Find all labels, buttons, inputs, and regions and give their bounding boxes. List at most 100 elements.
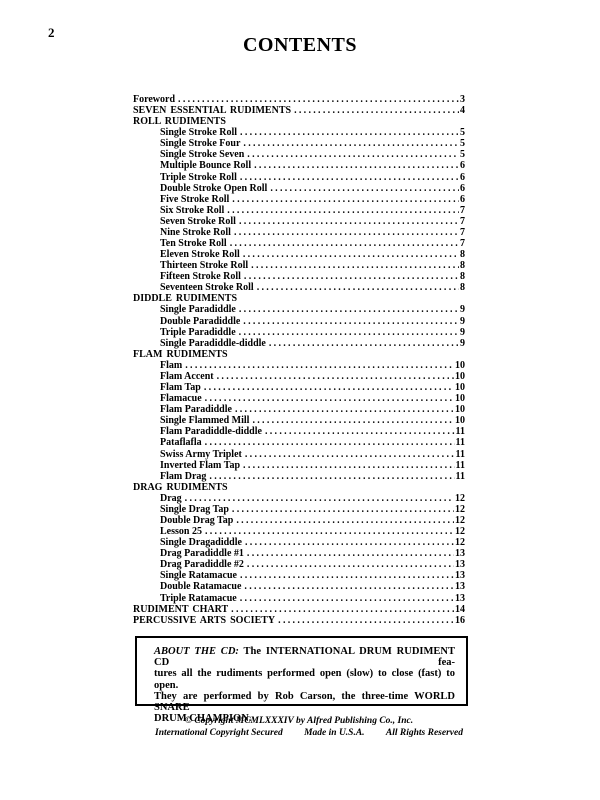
toc-entry-label: Single Drag Tap xyxy=(160,503,229,515)
toc-page-number: 9 xyxy=(460,326,465,338)
toc-row: Nine Stroke Roll 7 xyxy=(133,227,465,238)
toc-entry-label: Ten Stroke Roll xyxy=(160,238,227,250)
toc-page-number: 10 xyxy=(455,382,465,394)
toc-page-number: 7 xyxy=(460,226,465,238)
toc-dot-leader xyxy=(205,526,454,537)
toc-list: Foreword 3 SEVEN ESSENTIAL RUDIMENTS 4 R… xyxy=(133,94,465,626)
toc-entry-label: Flam Drag xyxy=(160,470,207,482)
toc-entry-label: Swiss Army Triplet xyxy=(160,448,242,460)
toc-dot-leader xyxy=(243,249,459,260)
toc-dot-leader xyxy=(185,360,454,371)
toc-entry-label: Triple Stroke Roll xyxy=(160,171,237,183)
toc-dot-leader xyxy=(244,581,454,592)
copyright-secured-text: International Copyright Secured xyxy=(155,728,283,738)
toc-dot-leader xyxy=(243,460,455,471)
toc-entry-label: Flam Paradiddle-diddle xyxy=(160,426,262,438)
toc-entry-label: Foreword xyxy=(133,94,176,105)
toc-entry-label: Single Flammed Mill xyxy=(160,415,250,427)
about-cd-line: ABOUT THE CD: The INTERNATIONAL DRUM RUD… xyxy=(154,646,455,668)
toc-dot-leader xyxy=(270,183,459,194)
toc-row: Ten Stroke Roll 7 xyxy=(133,238,465,249)
toc-row: Flam Paradiddle-diddle 11 xyxy=(133,426,465,437)
toc-dot-leader xyxy=(178,94,459,105)
toc-entry-label: Single Stroke Four xyxy=(160,138,241,150)
toc-row: Single Ratamacue 13 xyxy=(133,570,465,581)
toc-dot-leader xyxy=(235,404,454,415)
toc-page-number: 7 xyxy=(460,215,465,227)
toc-entry-label: Multiple Bounce Roll xyxy=(160,160,252,172)
toc-entry-label: Flam Tap xyxy=(160,382,201,394)
toc-row: Triple Paradiddle 9 xyxy=(133,327,465,338)
toc-dot-leader xyxy=(252,415,454,426)
toc-entry-label: ROLL RUDIMENTS xyxy=(133,116,226,128)
about-cd-line: tures all the rudiments performed open (… xyxy=(154,668,455,691)
toc-dot-leader xyxy=(254,160,459,171)
toc-page-number: 8 xyxy=(460,260,465,272)
toc-page-number: 8 xyxy=(460,271,465,283)
toc-page-number: 6 xyxy=(460,182,465,194)
toc-dot-leader xyxy=(217,371,454,382)
toc-page-number: 12 xyxy=(455,526,465,538)
toc-entry-label: DIDDLE RUDIMENTS xyxy=(133,293,238,305)
toc-dot-leader xyxy=(239,304,459,315)
toc-dot-leader xyxy=(236,515,454,526)
toc-row: Flam Accent 10 xyxy=(133,371,465,382)
toc-row: Triple Stroke Roll 6 xyxy=(133,172,465,183)
toc-dot-leader xyxy=(240,127,459,138)
toc-row: Drag Paradiddle #2 13 xyxy=(133,559,465,570)
toc-row: Single Stroke Roll 5 xyxy=(133,127,465,138)
toc-row: Double Drag Tap 12 xyxy=(133,515,465,526)
toc-dot-leader xyxy=(205,393,454,404)
toc-row: Six Stroke Roll 7 xyxy=(133,205,465,216)
toc-entry-label: Triple Paradiddle xyxy=(160,326,236,338)
toc-dot-leader xyxy=(240,570,454,581)
toc-entry-label: Triple Ratamacue xyxy=(160,592,237,604)
toc-page-number: 13 xyxy=(455,559,465,571)
toc-row: Single Dragadiddle 12 xyxy=(133,537,465,548)
toc-row: Foreword 3 xyxy=(133,94,465,105)
toc-page-number: 5 xyxy=(460,138,465,150)
toc-page-number: 11 xyxy=(455,470,465,482)
toc-entry-label: Five Stroke Roll xyxy=(160,193,230,205)
toc-entry-label: Flam Paradiddle xyxy=(160,404,232,416)
toc-page-number: 10 xyxy=(455,393,465,405)
toc-page-number: 11 xyxy=(455,426,465,438)
toc-page-number: 10 xyxy=(455,415,465,427)
toc-dot-leader xyxy=(204,382,454,393)
toc-row: Lesson 25 12 xyxy=(133,526,465,537)
toc-row: Flam Paradiddle 10 xyxy=(133,404,465,415)
toc-row: Double Paradiddle 9 xyxy=(133,316,465,327)
toc-entry-label: Single Paradiddle-diddle xyxy=(160,337,266,349)
toc-row: Seven Stroke Roll 7 xyxy=(133,216,465,227)
toc-dot-leader xyxy=(240,593,454,604)
page-number: 2 xyxy=(48,25,55,40)
toc-dot-leader xyxy=(243,316,459,327)
toc-entry-label: Double Stroke Open Roll xyxy=(160,182,268,194)
toc-entry-label: Seventeen Stroke Roll xyxy=(160,282,254,294)
toc-entry-label: Six Stroke Roll xyxy=(160,204,225,216)
toc-entry-label: Inverted Flam Tap xyxy=(160,459,241,471)
toc-dot-leader xyxy=(247,149,459,160)
toc-row: Drag 12 xyxy=(133,493,465,504)
toc-dot-leader xyxy=(251,260,459,271)
about-cd-box: ABOUT THE CD: The INTERNATIONAL DRUM RUD… xyxy=(135,636,468,724)
toc-page-number: 9 xyxy=(460,304,465,316)
toc-row: Single Flammed Mill 10 xyxy=(133,415,465,426)
toc-row: Thirteen Stroke Roll 8 xyxy=(133,260,465,271)
toc-page-number: 14 xyxy=(455,603,465,615)
toc-dot-leader xyxy=(205,437,455,448)
rights-reserved-text: All Rights Reserved xyxy=(385,728,463,738)
toc-row: Five Stroke Roll 6 xyxy=(133,194,465,205)
toc-entry-label: FLAM RUDIMENTS xyxy=(133,348,228,360)
toc-row: Multiple Bounce Roll 6 xyxy=(133,160,465,171)
toc-dot-leader xyxy=(239,327,459,338)
toc-page-number: 7 xyxy=(460,204,465,216)
toc-row: Single Paradiddle 9 xyxy=(133,304,465,315)
toc-dot-leader xyxy=(239,216,459,227)
toc-row: ROLL RUDIMENTS xyxy=(133,116,465,127)
toc-dot-leader xyxy=(265,426,455,437)
toc-row: Flam Tap 10 xyxy=(133,382,465,393)
toc-page-number: 11 xyxy=(455,448,465,460)
toc-row: Eleven Stroke Roll 8 xyxy=(133,249,465,260)
toc-entry-label: Single Dragadiddle xyxy=(160,537,242,549)
